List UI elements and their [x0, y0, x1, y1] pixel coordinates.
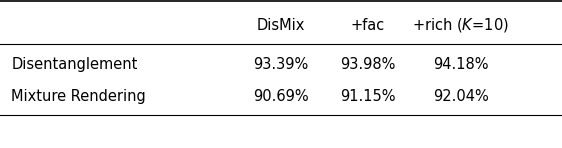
Text: Mixture Rendering: Mixture Rendering [11, 89, 146, 104]
Text: 90.69%: 90.69% [253, 89, 309, 104]
Text: +rich ($K$=10): +rich ($K$=10) [413, 16, 509, 34]
Text: 93.98%: 93.98% [341, 57, 396, 72]
Text: DisMix: DisMix [257, 18, 305, 33]
Text: +fac: +fac [351, 18, 385, 33]
Text: 94.18%: 94.18% [433, 57, 488, 72]
Text: 92.04%: 92.04% [433, 89, 489, 104]
Text: 93.39%: 93.39% [253, 57, 309, 72]
Text: Disentanglement: Disentanglement [11, 57, 138, 72]
Text: 91.15%: 91.15% [341, 89, 396, 104]
